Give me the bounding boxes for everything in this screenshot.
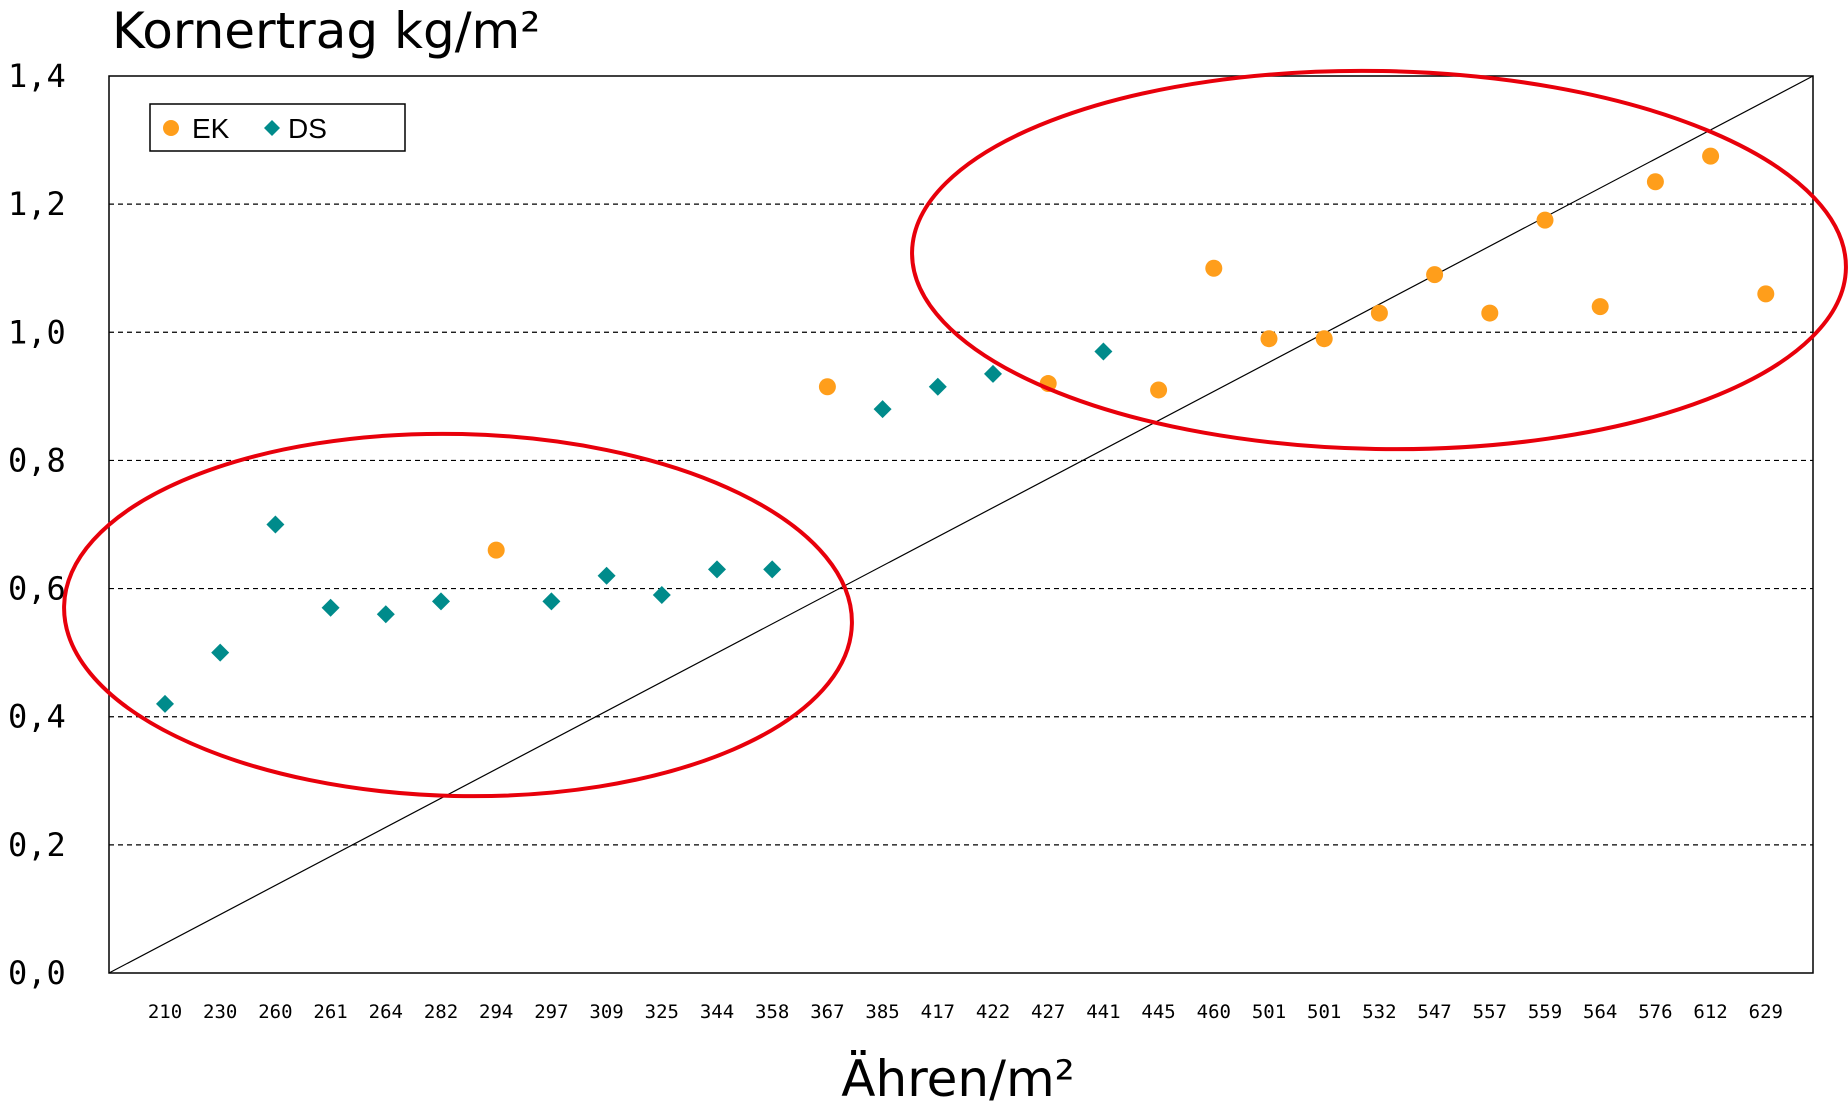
x-tick-label: 230 [203,1001,237,1023]
x-tick-label: 501 [1307,1001,1341,1023]
legend-marker-ds [264,120,280,136]
legend-label-ds: DS [288,113,327,144]
x-tick-label: 564 [1583,1001,1617,1023]
x-tick-label: 325 [645,1001,679,1023]
point-ds [321,598,340,617]
y-tick-label: 0,6 [8,570,66,608]
point-ek [487,541,505,559]
x-axis-title: Ähren/m² [841,1050,1074,1108]
x-tick-label: 557 [1473,1001,1507,1023]
x-tick-label: 422 [976,1001,1010,1023]
point-ek [1260,330,1278,348]
point-ek [1757,285,1775,303]
data-points [156,147,1775,713]
legend: EK DS [149,103,406,152]
x-tick-label: 282 [424,1001,458,1023]
point-ds [928,377,947,396]
point-ds [542,592,561,611]
point-ek [1205,259,1223,277]
point-ek [1481,304,1499,322]
x-tick-label: 547 [1417,1001,1451,1023]
x-tick-label: 612 [1693,1001,1727,1023]
point-ek [1536,211,1554,229]
point-ds [376,605,395,624]
x-tick-label: 385 [865,1001,899,1023]
x-tick-label: 576 [1638,1001,1672,1023]
point-ek [1370,304,1388,322]
y-axis-ticks: 0,0 0,2 0,4 0,6 0,8 1,0 1,2 1,4 [8,57,66,992]
y-tick-label: 0,4 [8,698,66,736]
point-ds [432,592,450,611]
y-axis-title: Kornertrag kg/m² [112,2,540,60]
point-ek [1646,173,1664,191]
highlight-ellipses [62,68,1848,799]
x-tick-label: 460 [1197,1001,1231,1023]
legend-marker-ek [163,120,179,136]
y-tick-label: 0,2 [8,826,66,864]
grid-lines [109,203,1813,846]
legend-label-ek: EK [192,113,230,144]
reference-diagonal-line [108,75,1814,974]
x-tick-label: 260 [258,1001,292,1023]
point-ek [1426,266,1444,284]
point-ds [873,400,892,419]
y-tick-label: 0,0 [8,954,66,992]
point-ds [984,364,1002,383]
y-tick-label: 1,2 [8,185,66,223]
point-ds [652,585,671,604]
x-tick-label: 309 [589,1001,623,1023]
x-tick-label: 367 [810,1001,844,1023]
point-ek [1315,330,1333,348]
point-ek [1150,381,1168,399]
y-tick-label: 1,4 [8,57,66,95]
point-ds [597,566,616,585]
x-tick-label: 417 [921,1001,955,1023]
x-tick-label: 264 [369,1001,403,1023]
highlight-ellipse-upper-right [910,68,1848,452]
x-tick-label: 261 [313,1001,347,1023]
x-tick-label: 532 [1362,1001,1396,1023]
y-tick-label: 1,0 [8,313,66,351]
point-ds [1094,342,1113,361]
point-ds [708,560,726,579]
point-ek [818,378,836,396]
point-ds [211,643,230,662]
x-tick-label: 559 [1528,1001,1562,1023]
y-tick-label: 0,8 [8,441,66,479]
x-tick-label: 427 [1031,1001,1065,1023]
x-tick-label: 441 [1086,1001,1120,1023]
x-tick-label: 344 [700,1001,734,1023]
x-tick-label: 501 [1252,1001,1286,1023]
point-ds [156,694,174,713]
point-ds [763,560,782,579]
x-axis-ticks: 210 230 260 261 264 282 294 297 309 325 344 358 367 3… [148,1001,1783,1023]
x-tick-label: 358 [755,1001,789,1023]
point-ds [266,515,285,534]
x-tick-label: 294 [479,1001,513,1023]
point-ek [1702,147,1720,165]
point-ek [1591,298,1609,316]
highlight-ellipse-lower-left [62,431,854,799]
x-tick-label: 297 [534,1001,568,1023]
x-tick-label: 445 [1141,1001,1175,1023]
x-tick-label: 210 [148,1001,182,1023]
x-tick-label: 629 [1749,1001,1783,1023]
